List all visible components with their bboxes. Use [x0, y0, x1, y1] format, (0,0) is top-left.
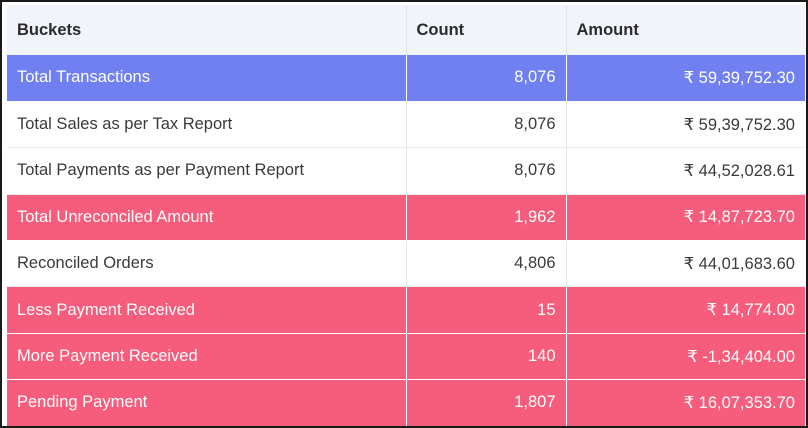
count-cell: 140 [406, 333, 567, 381]
column-header-buckets: Buckets [7, 5, 407, 55]
bucket-cell: Total Payments as per Payment Report [7, 147, 407, 195]
table-row-total-unreconciled: Total Unreconciled Amount 1,962 ₹ 14,87,… [7, 194, 805, 242]
amount-cell: ₹ 14,774.00 [566, 286, 805, 334]
bucket-cell: Total Unreconciled Amount [7, 194, 407, 242]
amount-cell: ₹ 44,52,028.61 [566, 147, 805, 195]
table-row-total-transactions: Total Transactions 8,076 ₹ 59,39,752.30 [7, 55, 805, 102]
count-cell: 15 [406, 286, 567, 334]
count-cell: 4,806 [406, 240, 567, 288]
table-row-total-sales: Total Sales as per Tax Report 8,076 ₹ 59… [7, 101, 805, 149]
bucket-cell: More Payment Received [7, 333, 407, 381]
amount-cell: ₹ 16,07,353.70 [566, 379, 805, 426]
bucket-cell: Total Transactions [7, 55, 407, 102]
table-row-pending-payment: Pending Payment 1,807 ₹ 16,07,353.70 [7, 379, 805, 426]
table-row-reconciled-orders: Reconciled Orders 4,806 ₹ 44,01,683.60 [7, 240, 805, 288]
amount-cell: ₹ 44,01,683.60 [566, 240, 805, 288]
count-cell: 1,807 [406, 379, 567, 426]
bucket-cell: Pending Payment [7, 379, 407, 426]
count-cell: 8,076 [406, 55, 567, 102]
table-row-more-payment: More Payment Received 140 ₹ -1,34,404.00 [7, 333, 805, 381]
column-header-amount: Amount [566, 5, 805, 55]
table-row-total-payments: Total Payments as per Payment Report 8,0… [7, 147, 805, 195]
count-cell: 8,076 [406, 101, 567, 149]
count-cell: 8,076 [406, 147, 567, 195]
bucket-cell: Total Sales as per Tax Report [7, 101, 407, 149]
amount-cell: ₹ 14,87,723.70 [566, 194, 805, 242]
amount-cell: ₹ -1,34,404.00 [566, 333, 805, 381]
table-row-less-payment: Less Payment Received 15 ₹ 14,774.00 [7, 286, 805, 334]
table-header-row: Buckets Count Amount [7, 5, 805, 55]
column-header-count: Count [406, 5, 567, 55]
count-cell: 1,962 [406, 194, 567, 242]
amount-cell: ₹ 59,39,752.30 [566, 101, 805, 149]
bucket-cell: Reconciled Orders [7, 240, 407, 288]
bucket-cell: Less Payment Received [7, 286, 407, 334]
reconciliation-buckets-table: Buckets Count Amount Total Transactions … [7, 5, 805, 426]
amount-cell: ₹ 59,39,752.30 [566, 55, 805, 102]
